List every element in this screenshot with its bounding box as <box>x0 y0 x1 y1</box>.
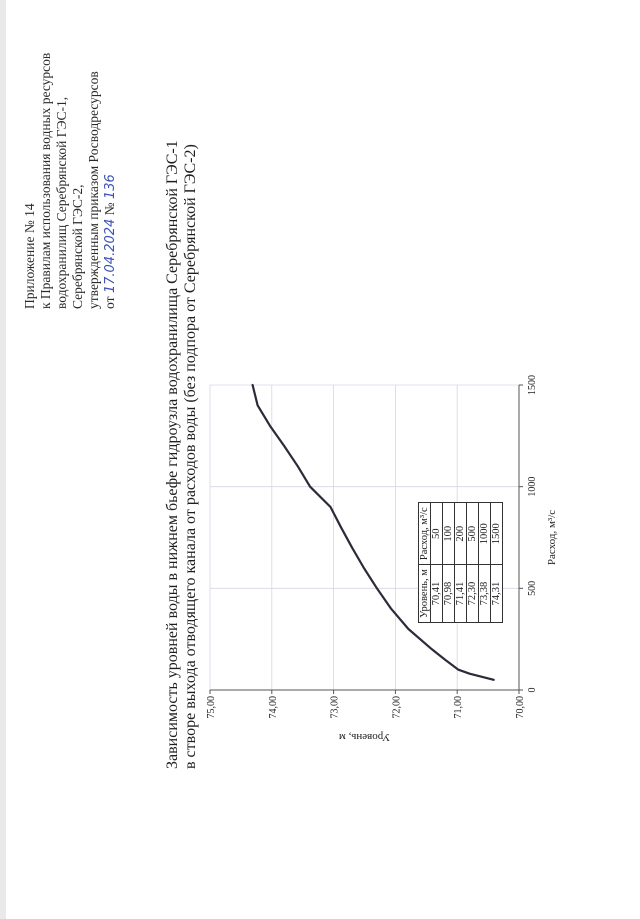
y-tick-label: 74,00 <box>268 696 279 719</box>
table-row: 70,41 50 <box>430 502 443 623</box>
x-tick-label: 0 <box>527 688 538 693</box>
table-cell: 500 <box>466 502 479 565</box>
y-tick-label: 72,00 <box>391 696 402 719</box>
table-cell: 70,41 <box>430 564 443 623</box>
y-tick-label: 70,00 <box>515 696 526 719</box>
table-cell: 1000 <box>478 502 491 565</box>
x-tick-label: 1500 <box>527 375 538 395</box>
table-row: 74,31 1500 <box>490 502 503 623</box>
table-cell: 50 <box>430 502 443 565</box>
table-row: 72,30 500 <box>466 502 479 623</box>
table-row: 70,98 100 <box>442 502 455 623</box>
y-tick-label: 71,00 <box>453 696 464 719</box>
table-cell: 100 <box>442 502 455 565</box>
table-row: 73,38 1000 <box>478 502 491 623</box>
table-header-flow: Расход, м³/с <box>418 502 431 565</box>
table-cell: 70,98 <box>442 564 455 623</box>
table-row: 71,41 200 <box>454 502 467 623</box>
series-line <box>251 383 495 681</box>
table-cell: 71,41 <box>454 564 467 623</box>
table-cell: 1500 <box>490 502 503 565</box>
data-table: Уровень, м Расход, м³/с 70,41 50 70,98 100… <box>418 502 503 623</box>
table-cell: 72,30 <box>466 564 479 623</box>
x-axis-label: Расход, м³/с <box>546 510 558 565</box>
table-cell: 73,38 <box>478 564 491 623</box>
table-header-level: Уровень, м <box>418 564 431 623</box>
scan-edge <box>0 0 6 919</box>
x-tick-label: 500 <box>527 581 538 596</box>
x-tick-label: 1000 <box>527 477 538 497</box>
y-axis-label: Уровень, м <box>339 731 390 743</box>
y-tick-label: 73,00 <box>330 696 341 719</box>
table-cell: 200 <box>454 502 467 565</box>
table-cell: 74,31 <box>490 564 503 623</box>
y-tick-label: 75,00 <box>206 696 217 719</box>
